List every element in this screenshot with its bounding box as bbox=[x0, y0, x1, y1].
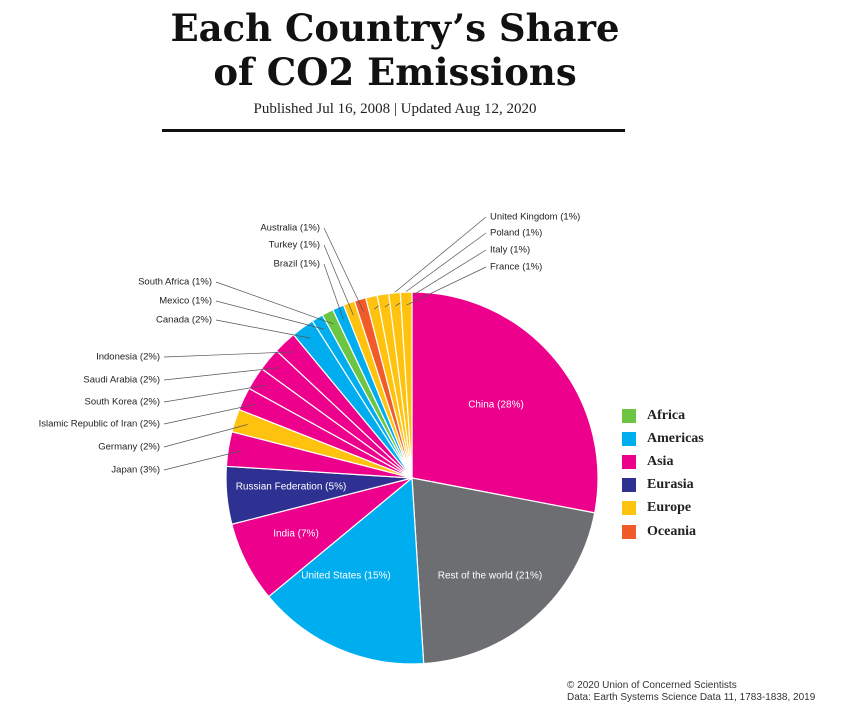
data-source-text: Data: Earth Systems Science Data 11, 178… bbox=[567, 692, 816, 703]
leader-line-mexico bbox=[215, 300, 324, 330]
legend-swatch-europe bbox=[622, 501, 636, 516]
slice-label-indonesia: Indonesia (2%) bbox=[96, 352, 160, 363]
legend-label-africa: Africa bbox=[647, 407, 686, 423]
slice-label-japan: Japan (3%) bbox=[111, 465, 160, 476]
legend-label-asia: Asia bbox=[647, 453, 674, 469]
legend-label-americas: Americas bbox=[647, 430, 704, 446]
legend-item-europe: Europe bbox=[622, 497, 704, 520]
slice-label-italy: Italy (1%) bbox=[490, 245, 530, 256]
slice-label-brazil: Brazil (1%) bbox=[274, 259, 320, 270]
legend-label-eurasia: Eurasia bbox=[647, 477, 694, 493]
slice-china bbox=[411, 291, 599, 514]
legend-item-asia: Asia bbox=[622, 450, 704, 473]
legend-swatch-americas bbox=[622, 431, 636, 446]
copyright-text: © 2020 Union of Concerned Scientists bbox=[567, 680, 737, 691]
chart-title: Each Country’s Share of CO2 Emissions bbox=[0, 6, 790, 94]
slice-label-turkey: Turkey (1%) bbox=[269, 240, 320, 251]
legend-item-eurasia: Eurasia bbox=[622, 474, 704, 497]
credit: © 2020 Union of Concerned Scientists Dat… bbox=[567, 680, 815, 704]
legend-item-africa: Africa bbox=[622, 404, 704, 427]
legend: Africa Americas Asia Eurasia Europe Oceania bbox=[622, 404, 704, 543]
leader-line-south-africa bbox=[215, 281, 334, 325]
legend-item-americas: Americas bbox=[622, 427, 704, 450]
leader-line-brazil bbox=[323, 263, 344, 320]
slice-label-poland: Poland (1%) bbox=[490, 228, 542, 239]
slice-label-saudi-arabia: Saudi Arabia (2%) bbox=[83, 375, 160, 386]
slice-label-france: France (1%) bbox=[490, 262, 542, 273]
legend-item-oceania: Oceania bbox=[622, 520, 704, 543]
title-divider bbox=[162, 129, 625, 132]
slice-label-china: China (28%) bbox=[468, 400, 524, 411]
slice-label-india: India (7%) bbox=[273, 529, 319, 540]
slice-label-canada: Canada (2%) bbox=[156, 315, 212, 326]
slice-label-australia: Australia (1%) bbox=[260, 223, 320, 234]
leader-line-france bbox=[406, 266, 487, 306]
legend-label-europe: Europe bbox=[647, 500, 692, 516]
leader-line-japan bbox=[163, 450, 242, 471]
slice-label-islamic-republic-of-iran: Islamic Republic of Iran (2%) bbox=[39, 419, 160, 430]
slice-label-mexico: Mexico (1%) bbox=[159, 296, 212, 307]
legend-swatch-oceania bbox=[622, 524, 636, 539]
leader-line-saudi-arabia bbox=[163, 367, 279, 381]
slice-label-united-kingdom: United Kingdom (1%) bbox=[490, 212, 580, 223]
legend-swatch-asia bbox=[622, 454, 636, 469]
legend-label-oceania: Oceania bbox=[647, 523, 696, 539]
slice-label-russian-federation: Russian Federation (5%) bbox=[236, 482, 347, 493]
title-line-1: Each Country’s Share bbox=[170, 6, 620, 50]
legend-swatch-eurasia bbox=[622, 478, 636, 493]
slice-france bbox=[399, 291, 413, 479]
leader-line-turkey bbox=[323, 244, 354, 316]
leader-line-islamic-republic-of-iran bbox=[163, 403, 256, 425]
title-line-2: of CO2 Emissions bbox=[213, 50, 577, 94]
legend-swatch-africa bbox=[622, 408, 636, 423]
slice-label-south-africa: South Africa (1%) bbox=[138, 277, 212, 288]
slice-united-states bbox=[267, 476, 425, 665]
leader-line-australia bbox=[323, 227, 365, 313]
slice-label-rest-of-the-world: Rest of the world (21%) bbox=[438, 571, 543, 582]
slice-label-south-korea: South Korea (2%) bbox=[84, 397, 160, 408]
publish-dates: Published Jul 16, 2008 | Updated Aug 12,… bbox=[253, 101, 537, 117]
leader-line-germany bbox=[163, 424, 248, 448]
slice-rest-of-the-world bbox=[411, 477, 596, 665]
slice-label-united-states: United States (15%) bbox=[301, 571, 391, 582]
leader-line-south-korea bbox=[163, 384, 266, 403]
leader-line-indonesia bbox=[163, 351, 294, 358]
leader-line-canada bbox=[215, 319, 311, 339]
slice-label-germany: Germany (2%) bbox=[98, 442, 160, 453]
